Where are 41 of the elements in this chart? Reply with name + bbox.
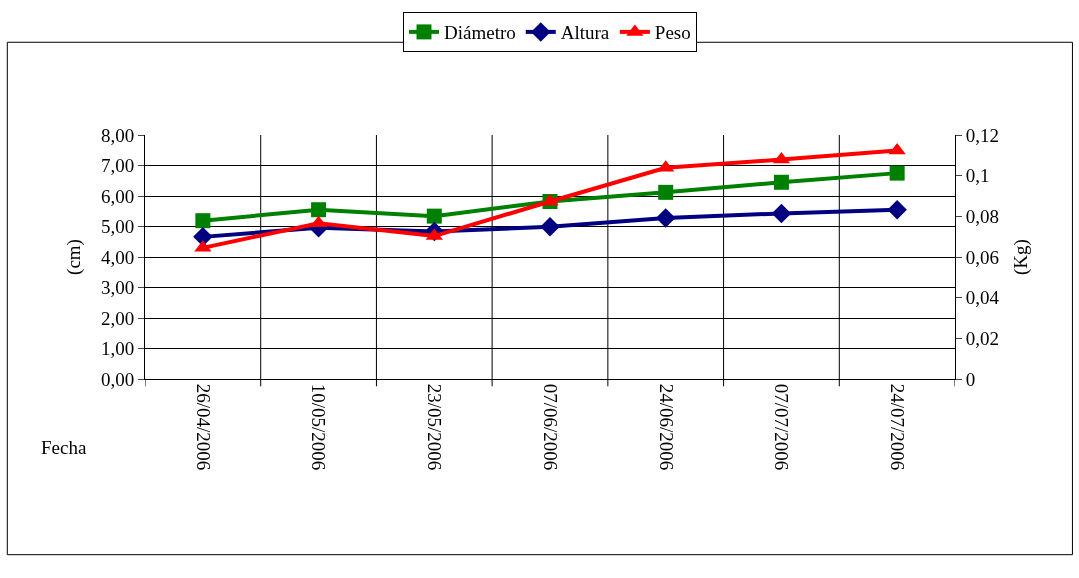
point — [773, 174, 789, 190]
point — [655, 208, 676, 228]
point — [888, 142, 906, 155]
point — [887, 199, 907, 220]
y-tick-label: 2,00 — [100, 307, 135, 329]
y2-tick-label: 0,06 — [965, 246, 1000, 268]
y-tick-label: 4,00 — [100, 246, 135, 268]
x-tick-label: 24/06/2006 — [655, 383, 677, 471]
y2-tick-label: 0,12 — [965, 124, 1000, 146]
y2-tick-label: 0,04 — [965, 287, 1000, 309]
point — [889, 165, 905, 181]
y-tick-label: 7,00 — [100, 155, 135, 177]
y-axis-title: (cm) — [62, 239, 85, 275]
y-tick-label: 8,00 — [100, 124, 135, 146]
y-tick-label: 3,00 — [100, 277, 135, 299]
point — [311, 202, 327, 218]
legend-label: Peso — [654, 22, 691, 44]
point — [658, 184, 674, 200]
x-tick-label: 23/05/2006 — [424, 383, 446, 471]
point — [193, 227, 213, 247]
point — [771, 203, 792, 224]
y2-tick-label: 0,02 — [965, 327, 1000, 349]
legend-label: Altura — [560, 22, 610, 44]
x-axis-title: Fecha — [41, 437, 87, 458]
point — [195, 213, 211, 229]
x-tick-label: 24/07/2006 — [886, 383, 908, 471]
y-tick-label: 1,00 — [100, 338, 135, 360]
y2-axis-title: (Kg) — [1010, 239, 1033, 275]
point — [426, 208, 442, 224]
y-tick-label: 5,00 — [100, 216, 135, 238]
point — [540, 217, 560, 237]
legend-label: Diámetro — [444, 22, 516, 44]
x-tick-label: 10/05/2006 — [308, 383, 330, 471]
x-tick-label: 07/06/2006 — [539, 383, 561, 471]
y2-tick-label: 0,1 — [965, 165, 990, 187]
x-tick-label: 26/04/2006 — [192, 383, 214, 471]
y-tick-label: 0,00 — [100, 368, 135, 390]
y2-tick-label: 0,08 — [965, 205, 1000, 227]
x-tick-label: 07/07/2006 — [771, 383, 793, 471]
y2-tick-label: 0 — [965, 368, 976, 390]
y-tick-label: 6,00 — [100, 185, 135, 207]
